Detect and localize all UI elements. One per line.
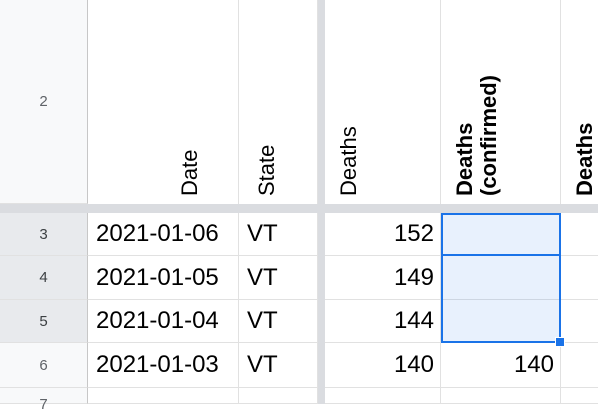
row-header-5[interactable]: 5 — [0, 300, 88, 343]
row-header-2[interactable]: 2 — [0, 0, 88, 204]
header-cell-state[interactable]: State — [239, 0, 318, 204]
frozen-column-divider[interactable] — [318, 0, 325, 404]
header-label-deaths-2: Deaths — [572, 122, 597, 196]
header-label-state: State — [254, 144, 279, 196]
header-cell-deaths[interactable]: Deaths — [325, 0, 441, 204]
header-label-deaths-confirmed-1: Deaths — [452, 122, 477, 196]
row-number: 7 — [39, 396, 48, 413]
cell-deaths[interactable] — [325, 388, 441, 404]
cell-date[interactable]: 2021-01-03 — [88, 343, 239, 388]
cell-state[interactable]: VT — [239, 300, 318, 343]
cell-deaths[interactable]: 140 — [325, 343, 441, 388]
row-number: 3 — [39, 225, 48, 243]
header-cell-date[interactable]: Date — [88, 0, 239, 204]
row-number: 6 — [39, 356, 48, 374]
cell-deaths[interactable]: 149 — [325, 256, 441, 300]
cell-deaths-2[interactable] — [561, 343, 598, 388]
row-header-6[interactable]: 6 — [0, 343, 88, 388]
cell-state[interactable]: VT — [239, 343, 318, 388]
cell-deaths-confirmed[interactable] — [441, 388, 561, 404]
cell-date[interactable]: 2021-01-06 — [88, 213, 239, 256]
fill-handle[interactable] — [555, 337, 565, 347]
cell-deaths[interactable]: 152 — [325, 213, 441, 256]
cell-state[interactable]: VT — [239, 213, 318, 256]
cell-deaths[interactable]: 144 — [325, 300, 441, 343]
row-number: 2 — [39, 93, 48, 110]
header-cell-deaths-2[interactable]: Deaths — [561, 0, 598, 204]
header-label-deaths: Deaths — [336, 126, 361, 196]
cell-deaths-2[interactable] — [561, 388, 598, 404]
cell-date[interactable]: 2021-01-05 — [88, 256, 239, 300]
active-cell-outline[interactable] — [441, 213, 561, 256]
cell-deaths-confirmed[interactable]: 140 — [441, 343, 561, 388]
header-label-deaths-confirmed-2: (confirmed) — [476, 75, 501, 196]
row-header-4[interactable]: 4 — [0, 256, 88, 300]
header-label-date: Date — [177, 149, 202, 196]
cell-deaths-2[interactable] — [561, 300, 598, 343]
cell-state[interactable] — [239, 388, 318, 404]
row-header-7[interactable]: 7 — [0, 388, 88, 413]
frozen-row-divider[interactable] — [0, 204, 598, 213]
row-number: 5 — [39, 312, 48, 330]
header-cell-deaths-confirmed[interactable]: Deaths (confirmed) — [441, 0, 561, 204]
cell-date[interactable] — [88, 388, 239, 404]
cell-deaths-2[interactable] — [561, 213, 598, 256]
cell-date[interactable]: 2021-01-04 — [88, 300, 239, 343]
cell-deaths-2[interactable] — [561, 256, 598, 300]
row-header-3[interactable]: 3 — [0, 213, 88, 256]
row-number: 4 — [39, 269, 48, 286]
cell-state[interactable]: VT — [239, 256, 318, 300]
